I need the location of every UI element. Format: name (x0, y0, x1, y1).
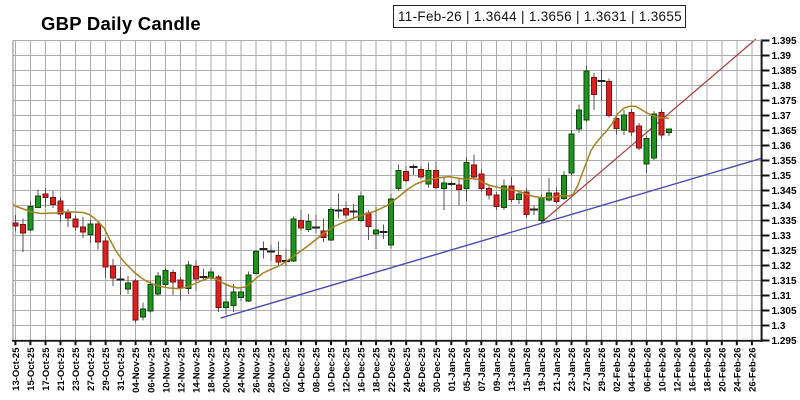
svg-text:04-Nov-25: 04-Nov-25 (131, 347, 142, 393)
svg-text:1.325: 1.325 (772, 246, 797, 257)
svg-text:14-Nov-25: 14-Nov-25 (191, 347, 202, 393)
svg-text:1.365: 1.365 (772, 126, 797, 137)
svg-text:15-Jan-26: 15-Jan-26 (522, 348, 533, 392)
svg-text:1.32: 1.32 (772, 261, 792, 272)
svg-text:1.36: 1.36 (772, 141, 792, 152)
svg-text:1.385: 1.385 (772, 66, 797, 77)
svg-text:09-Jan-26: 09-Jan-26 (492, 348, 503, 392)
svg-text:19-Jan-26: 19-Jan-26 (537, 348, 548, 392)
svg-text:1.375: 1.375 (772, 96, 797, 107)
svg-text:05-Jan-26: 05-Jan-26 (462, 348, 473, 392)
svg-text:21-Oct-25: 21-Oct-25 (56, 347, 67, 391)
svg-text:1.37: 1.37 (772, 111, 792, 122)
svg-text:1.295: 1.295 (772, 336, 797, 347)
svg-text:24-Feb-26: 24-Feb-26 (732, 348, 743, 392)
svg-text:21-Jan-26: 21-Jan-26 (552, 348, 563, 392)
svg-text:08-Dec-25: 08-Dec-25 (312, 347, 323, 393)
svg-text:06-Feb-26: 06-Feb-26 (642, 348, 653, 392)
svg-text:31-Oct-25: 31-Oct-25 (116, 347, 127, 391)
svg-text:1.3: 1.3 (772, 321, 786, 332)
svg-text:01-Jan-26: 01-Jan-26 (447, 348, 458, 392)
svg-text:17-Oct-25: 17-Oct-25 (41, 347, 52, 391)
svg-text:24-Dec-25: 24-Dec-25 (402, 347, 413, 393)
svg-text:1.31: 1.31 (772, 291, 792, 302)
svg-text:1.38: 1.38 (772, 81, 792, 92)
svg-text:20-Nov-25: 20-Nov-25 (221, 347, 232, 393)
svg-text:23-Oct-25: 23-Oct-25 (71, 347, 82, 391)
svg-text:18-Feb-26: 18-Feb-26 (702, 348, 713, 392)
svg-text:15-Oct-25: 15-Oct-25 (26, 347, 37, 391)
svg-text:1.33: 1.33 (772, 231, 792, 242)
svg-text:22-Dec-25: 22-Dec-25 (387, 347, 398, 393)
svg-text:07-Jan-26: 07-Jan-26 (477, 348, 488, 392)
svg-text:29-Oct-25: 29-Oct-25 (101, 347, 112, 391)
svg-text:12-Nov-25: 12-Nov-25 (176, 347, 187, 393)
svg-text:06-Nov-25: 06-Nov-25 (146, 347, 157, 393)
svg-text:24-Nov-25: 24-Nov-25 (236, 347, 247, 393)
svg-text:23-Jan-26: 23-Jan-26 (567, 348, 578, 392)
svg-text:1.395: 1.395 (772, 36, 797, 47)
svg-text:1.305: 1.305 (772, 306, 797, 317)
svg-text:12-Dec-25: 12-Dec-25 (342, 347, 353, 393)
svg-text:26-Feb-26: 26-Feb-26 (748, 348, 759, 392)
svg-text:26-Dec-25: 26-Dec-25 (417, 347, 428, 393)
svg-text:04-Feb-26: 04-Feb-26 (627, 348, 638, 392)
svg-text:10-Dec-25: 10-Dec-25 (327, 347, 338, 393)
svg-text:1.335: 1.335 (772, 216, 797, 227)
svg-text:12-Feb-26: 12-Feb-26 (672, 348, 683, 392)
svg-text:27-Jan-26: 27-Jan-26 (582, 348, 593, 392)
svg-text:1.355: 1.355 (772, 156, 797, 167)
svg-text:13-Oct-25: 13-Oct-25 (11, 347, 22, 391)
svg-text:1.315: 1.315 (772, 276, 797, 287)
svg-text:28-Nov-25: 28-Nov-25 (267, 347, 278, 393)
svg-text:1.34: 1.34 (772, 201, 792, 212)
svg-text:16-Dec-25: 16-Dec-25 (357, 347, 368, 393)
svg-text:02-Feb-26: 02-Feb-26 (612, 348, 623, 392)
svg-text:04-Dec-25: 04-Dec-25 (297, 347, 308, 393)
svg-text:13-Jan-26: 13-Jan-26 (507, 348, 518, 392)
svg-text:27-Oct-25: 27-Oct-25 (86, 347, 97, 391)
svg-text:30-Dec-25: 30-Dec-25 (432, 347, 443, 393)
svg-text:26-Nov-25: 26-Nov-25 (252, 347, 263, 393)
svg-text:1.35: 1.35 (772, 171, 792, 182)
svg-text:18-Dec-25: 18-Dec-25 (372, 347, 383, 393)
svg-text:18-Nov-25: 18-Nov-25 (206, 347, 217, 393)
svg-text:10-Nov-25: 10-Nov-25 (161, 347, 172, 393)
svg-text:1.345: 1.345 (772, 186, 797, 197)
svg-text:20-Feb-26: 20-Feb-26 (717, 348, 728, 392)
svg-text:1.39: 1.39 (772, 51, 792, 62)
svg-text:16-Feb-26: 16-Feb-26 (687, 348, 698, 392)
svg-text:10-Feb-26: 10-Feb-26 (657, 348, 668, 392)
svg-text:29-Jan-26: 29-Jan-26 (597, 348, 608, 392)
svg-text:02-Dec-25: 02-Dec-25 (282, 347, 293, 393)
